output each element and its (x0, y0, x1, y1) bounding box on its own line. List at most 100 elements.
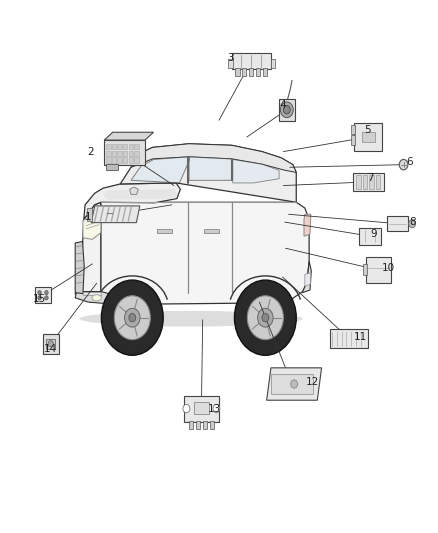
Circle shape (399, 159, 408, 170)
Bar (189, 421, 193, 429)
Bar (106, 150, 111, 156)
Circle shape (247, 296, 283, 340)
Text: 6: 6 (407, 157, 413, 167)
Text: 9: 9 (370, 229, 377, 239)
Bar (351, 135, 355, 145)
Polygon shape (75, 292, 155, 304)
Polygon shape (101, 202, 309, 304)
Text: 10: 10 (382, 263, 395, 273)
Polygon shape (131, 157, 188, 183)
Polygon shape (131, 144, 296, 173)
Polygon shape (354, 123, 382, 151)
Text: 11: 11 (354, 332, 367, 342)
Bar (112, 150, 116, 156)
Polygon shape (75, 241, 84, 294)
Polygon shape (204, 229, 219, 232)
Bar (209, 421, 214, 429)
Bar (112, 157, 116, 163)
Bar (123, 150, 127, 156)
Circle shape (48, 341, 53, 347)
Circle shape (213, 405, 220, 413)
Bar (263, 68, 267, 76)
Polygon shape (189, 157, 232, 180)
Circle shape (38, 296, 41, 300)
Bar (129, 144, 133, 149)
Bar (196, 421, 200, 429)
Text: 15: 15 (33, 294, 46, 304)
Polygon shape (366, 257, 391, 283)
Polygon shape (35, 287, 51, 303)
Bar (117, 144, 122, 149)
Text: 5: 5 (364, 125, 371, 135)
Bar (256, 68, 260, 76)
Polygon shape (233, 159, 279, 183)
Bar (117, 150, 122, 156)
Bar (249, 68, 253, 76)
Polygon shape (83, 214, 101, 239)
Polygon shape (103, 189, 177, 200)
Text: 3: 3 (227, 53, 234, 62)
Polygon shape (359, 228, 381, 245)
Polygon shape (232, 53, 271, 69)
Circle shape (45, 290, 48, 295)
Circle shape (183, 405, 190, 413)
Ellipse shape (92, 295, 101, 301)
Polygon shape (303, 261, 311, 293)
Bar (129, 157, 133, 163)
Ellipse shape (80, 311, 303, 327)
Bar (106, 157, 111, 163)
Polygon shape (83, 292, 101, 295)
Text: 4: 4 (279, 100, 286, 110)
Bar (106, 144, 111, 149)
Bar (363, 264, 367, 276)
Text: 14: 14 (44, 344, 57, 354)
Bar (117, 157, 122, 163)
Polygon shape (130, 187, 138, 195)
Polygon shape (75, 202, 101, 302)
Polygon shape (267, 368, 321, 400)
Text: ━━━: ━━━ (106, 212, 113, 216)
Bar (362, 132, 375, 142)
Polygon shape (84, 183, 180, 220)
Polygon shape (120, 144, 296, 202)
Bar (242, 68, 247, 76)
Polygon shape (304, 214, 311, 236)
Bar (369, 175, 374, 189)
Bar (123, 157, 127, 163)
Bar (134, 157, 138, 163)
Bar (87, 208, 92, 221)
Polygon shape (387, 216, 408, 231)
Bar (235, 68, 240, 76)
Bar (271, 59, 275, 68)
Circle shape (129, 313, 136, 322)
Bar (46, 338, 55, 349)
Bar (363, 175, 367, 189)
Text: 7: 7 (367, 173, 374, 183)
Text: 1: 1 (85, 212, 92, 222)
Circle shape (114, 296, 150, 340)
Circle shape (280, 102, 293, 118)
Circle shape (291, 380, 297, 388)
Circle shape (258, 308, 273, 327)
Circle shape (283, 106, 290, 114)
Polygon shape (305, 273, 311, 286)
Polygon shape (353, 173, 384, 191)
Circle shape (234, 280, 296, 356)
Circle shape (409, 220, 416, 228)
Bar (134, 150, 138, 156)
Bar (376, 175, 380, 189)
Circle shape (124, 308, 140, 327)
Bar (271, 374, 313, 394)
Polygon shape (157, 229, 172, 232)
Circle shape (45, 296, 48, 300)
Polygon shape (184, 395, 219, 422)
Text: 2: 2 (87, 147, 94, 157)
Bar (123, 144, 127, 149)
Bar (106, 164, 118, 171)
Circle shape (262, 313, 269, 322)
Bar (357, 175, 360, 189)
Bar (129, 150, 133, 156)
Bar (351, 125, 355, 134)
Polygon shape (91, 206, 140, 223)
Circle shape (38, 290, 41, 295)
